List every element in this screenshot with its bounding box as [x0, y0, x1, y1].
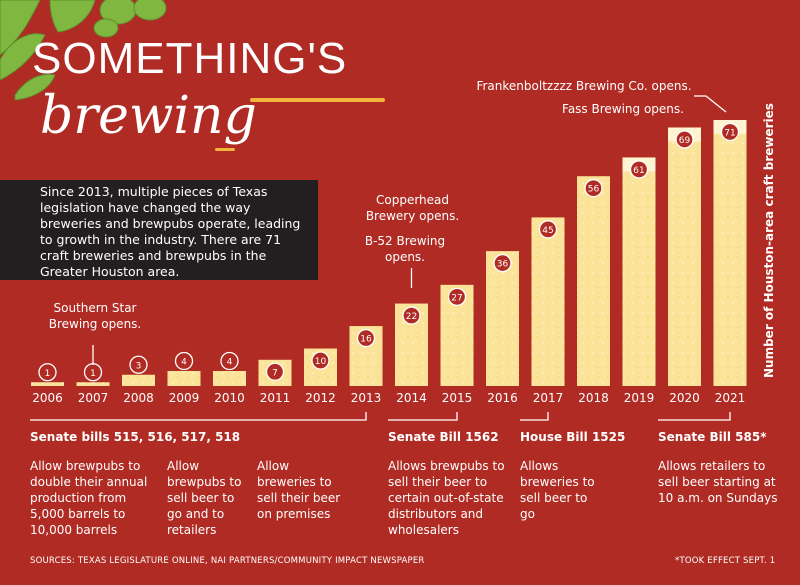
bill-title-sb515: Senate bills 515, 516, 517, 518 [30, 430, 241, 444]
footer-sources: SOURCES: TEXAS LEGISLATURE ONLINE, NAI P… [30, 556, 425, 566]
value-badge-2013 [356, 328, 376, 348]
year-label-2014: 2014 [396, 391, 427, 405]
year-label-2018: 2018 [578, 391, 609, 405]
y-axis-label: Number of Houston-area craft breweries [762, 103, 776, 378]
hop-leaf-icon [0, 0, 167, 101]
year-label-2011: 2011 [260, 391, 291, 405]
bar-2020 [668, 127, 701, 387]
value-badge-2014 [402, 306, 421, 325]
year-label-2013: 2013 [351, 391, 382, 405]
value-label-2012: 10 [315, 357, 327, 367]
value-label-2020: 69 [679, 136, 691, 146]
year-label-2020: 2020 [669, 391, 700, 405]
year-label-2016: 2016 [487, 391, 518, 405]
value-label-2006: 1 [45, 369, 51, 379]
intro-text: Since 2013, multiple pieces of Texas leg… [0, 180, 318, 280]
bar-2007 [76, 382, 110, 386]
value-label-2009: 4 [181, 358, 187, 368]
bar-2008 [122, 374, 155, 386]
value-badge-2006 [38, 363, 57, 382]
annotation-frankenboltzzzz: Frankenboltzzzz Brewing Co. opens. [476, 79, 692, 93]
year-label-2009: 2009 [169, 391, 200, 405]
annotation-southern-star: Southern Star Brewing opens. [48, 301, 142, 331]
leader-bill-2 [658, 412, 731, 421]
bill-desc-sb515-a: Allow brewpubs to double their annual pr… [30, 459, 148, 537]
value-badge-2012 [311, 351, 330, 370]
title-script: brewing [40, 86, 257, 146]
value-badge-2008 [129, 355, 148, 374]
value-badge-2017 [538, 220, 558, 239]
bill-desc-sb585: Allows retailers to sell beer starting a… [658, 459, 778, 505]
year-label-2007: 2007 [78, 391, 109, 405]
bill-title-sb585: Senate Bill 585* [658, 430, 767, 444]
value-label-2017: 45 [542, 226, 553, 236]
year-label-2008: 2008 [123, 391, 154, 405]
bill-desc-sb515-c: Allow breweries to sell their beer on pr… [257, 459, 341, 521]
bill-title-sb1562: Senate Bill 1562 [388, 430, 499, 444]
value-label-2007: 1 [90, 369, 96, 379]
value-label-2011: 7 [272, 368, 278, 378]
annotation-copperhead: Copperhead Brewery opens. [365, 193, 460, 223]
bill-desc-sb515-b: Allow brewpubs to sell beer to go and to… [167, 459, 242, 537]
value-label-2016: 36 [497, 260, 509, 270]
leader-sb515 [30, 412, 367, 421]
annotation-fass: Fass Brewing opens. [562, 102, 684, 116]
value-badge-2009 [174, 351, 194, 371]
bar-2018 [577, 176, 610, 386]
year-label-2019: 2019 [624, 391, 655, 405]
value-badge-2015 [447, 287, 467, 306]
title-underline-short [215, 148, 235, 151]
bill-desc-sb1562: Allows brewpubs to sell their beer to ce… [388, 459, 505, 537]
leader-bill-1 [520, 412, 549, 421]
leader-bill-0 [388, 412, 458, 421]
value-label-2021: 71 [724, 129, 735, 139]
value-badge-2016 [493, 253, 512, 273]
bar-2017 [531, 217, 565, 386]
value-label-2008: 3 [136, 361, 142, 371]
value-badge-2020 [675, 130, 694, 149]
title-main: SOMETHING'S [32, 34, 348, 83]
bar-2016 [486, 251, 519, 386]
year-label-2021: 2021 [715, 391, 746, 405]
value-label-2018: 56 [588, 185, 600, 195]
value-badge-2021 [720, 122, 740, 142]
value-label-2019: 61 [633, 166, 644, 176]
bill-desc-hb1525: Allows breweries to sell beer to go [520, 459, 595, 521]
value-badge-2019 [629, 160, 649, 179]
bar-2006 [31, 382, 64, 386]
leader-fass [694, 95, 727, 113]
title-underline [250, 98, 385, 102]
value-badge-2010 [220, 351, 239, 371]
year-label-2010: 2010 [214, 391, 245, 405]
footer-note: *TOOK EFFECT SEPT. 1 [675, 556, 776, 566]
value-label-2014: 22 [406, 312, 417, 322]
bar-2021 [713, 120, 747, 386]
value-badge-2011 [265, 362, 285, 381]
bar-2009 [167, 371, 201, 386]
bar-2010 [213, 371, 246, 386]
year-label-2006: 2006 [32, 391, 63, 405]
value-label-2013: 16 [360, 335, 372, 345]
year-label-2012: 2012 [305, 391, 336, 405]
bill-title-hb1525: House Bill 1525 [520, 430, 626, 444]
value-label-2015: 27 [451, 293, 462, 303]
bar-2019 [622, 157, 656, 386]
value-label-2010: 4 [227, 358, 233, 368]
year-label-2017: 2017 [533, 391, 564, 405]
value-badge-2018 [584, 179, 603, 198]
annotation-b52: B-52 Brewing opens. [364, 234, 446, 264]
year-label-2015: 2015 [442, 391, 473, 405]
